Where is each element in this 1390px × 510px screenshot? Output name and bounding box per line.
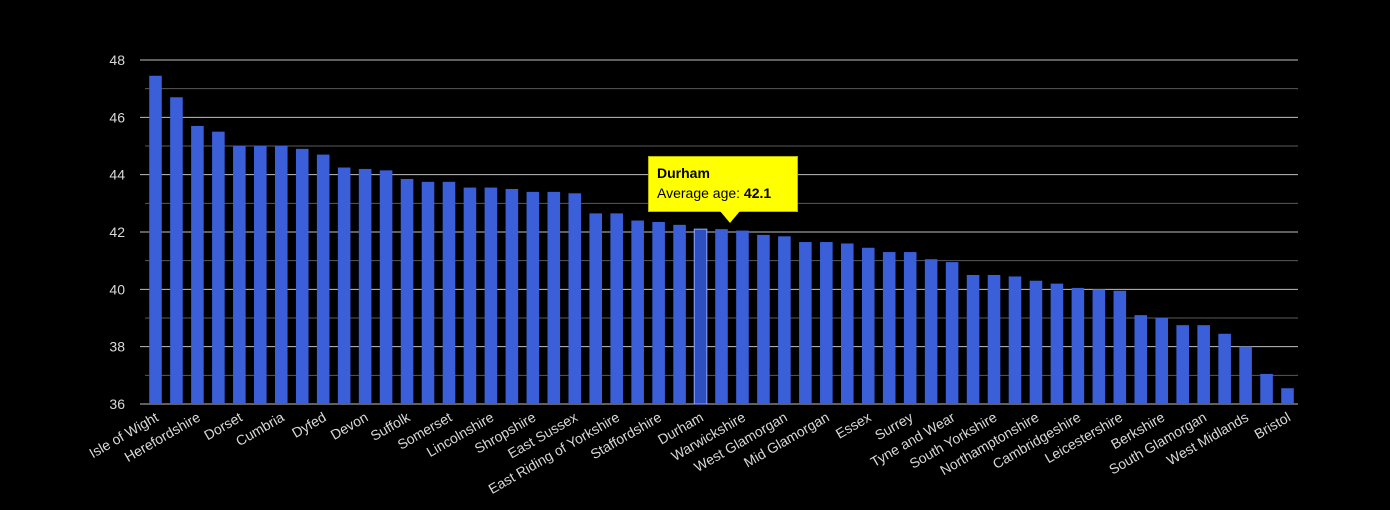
bar[interactable]: [442, 181, 456, 404]
x-tick-label: Dyfed: [289, 409, 329, 441]
bar[interactable]: [1134, 315, 1148, 404]
bar[interactable]: [1071, 287, 1085, 404]
x-tick-label: Cumbria: [233, 409, 287, 449]
bar[interactable]: [736, 230, 749, 404]
bar[interactable]: [882, 252, 896, 404]
y-tick-label: 42: [109, 224, 125, 240]
tooltip-value: 42.1: [743, 185, 772, 201]
bar-highlighted[interactable]: [693, 228, 708, 405]
bar[interactable]: [1113, 290, 1127, 404]
x-tick-label: Devon: [328, 409, 371, 443]
bar[interactable]: [1239, 346, 1252, 404]
bar[interactable]: [1092, 289, 1106, 404]
bar[interactable]: [715, 229, 728, 404]
bar[interactable]: [1197, 325, 1210, 404]
bar[interactable]: [421, 181, 435, 404]
bar[interactable]: [631, 220, 644, 404]
bar[interactable]: [463, 187, 477, 404]
bar[interactable]: [589, 213, 603, 404]
bar[interactable]: [610, 213, 623, 404]
bar[interactable]: [652, 221, 665, 404]
y-tick-label: 40: [109, 281, 125, 297]
bar[interactable]: [547, 191, 561, 404]
x-tick-label: Bristol: [1251, 409, 1293, 442]
tooltip-body: Average age: 42.1: [657, 183, 789, 203]
bar[interactable]: [1029, 280, 1043, 404]
tooltip: Durham Average age: 42.1: [648, 156, 798, 212]
bar[interactable]: [1155, 318, 1169, 404]
bar[interactable]: [505, 189, 519, 404]
bar[interactable]: [149, 75, 162, 405]
y-tick-label: 36: [109, 396, 125, 412]
bar[interactable]: [170, 97, 183, 405]
bar[interactable]: [1008, 276, 1022, 404]
bar[interactable]: [924, 259, 938, 404]
bar[interactable]: [337, 167, 351, 405]
bar[interactable]: [358, 168, 372, 404]
bar[interactable]: [400, 178, 414, 404]
y-axis: 36 38 40 42 44 46 48: [109, 52, 125, 412]
bar[interactable]: [568, 193, 582, 404]
bar[interactable]: [1218, 333, 1231, 404]
bar[interactable]: [254, 146, 267, 404]
bar[interactable]: [778, 236, 791, 404]
bar[interactable]: [757, 234, 770, 404]
bar[interactable]: [861, 247, 875, 404]
tooltip-title: Durham: [657, 165, 710, 181]
bar[interactable]: [1260, 373, 1273, 404]
bar[interactable]: [799, 242, 812, 404]
bar[interactable]: [673, 224, 686, 404]
bar[interactable]: [966, 275, 980, 404]
bar[interactable]: [987, 275, 1001, 404]
bars: [149, 75, 1294, 405]
bar[interactable]: [903, 252, 917, 404]
bar[interactable]: [191, 125, 204, 404]
bar[interactable]: [1050, 283, 1064, 404]
bar[interactable]: [1281, 388, 1294, 404]
bar[interactable]: [379, 170, 393, 404]
bar[interactable]: [526, 191, 540, 404]
bar[interactable]: [840, 243, 854, 404]
tooltip-pointer: [720, 211, 740, 223]
y-tick-label: 48: [109, 52, 125, 68]
x-tick-label: Essex: [833, 409, 874, 442]
bar[interactable]: [274, 146, 288, 404]
bar[interactable]: [233, 146, 246, 404]
bar[interactable]: [295, 148, 309, 404]
bar[interactable]: [484, 187, 498, 404]
y-tick-label: 38: [109, 339, 125, 355]
bar[interactable]: [820, 242, 833, 404]
tooltip-label: Average age:: [657, 185, 744, 201]
bar[interactable]: [1176, 325, 1189, 404]
y-tick-label: 46: [109, 109, 125, 125]
bar[interactable]: [945, 262, 959, 404]
y-tick-label: 44: [109, 167, 125, 183]
bar[interactable]: [212, 131, 225, 404]
bar[interactable]: [316, 154, 330, 404]
